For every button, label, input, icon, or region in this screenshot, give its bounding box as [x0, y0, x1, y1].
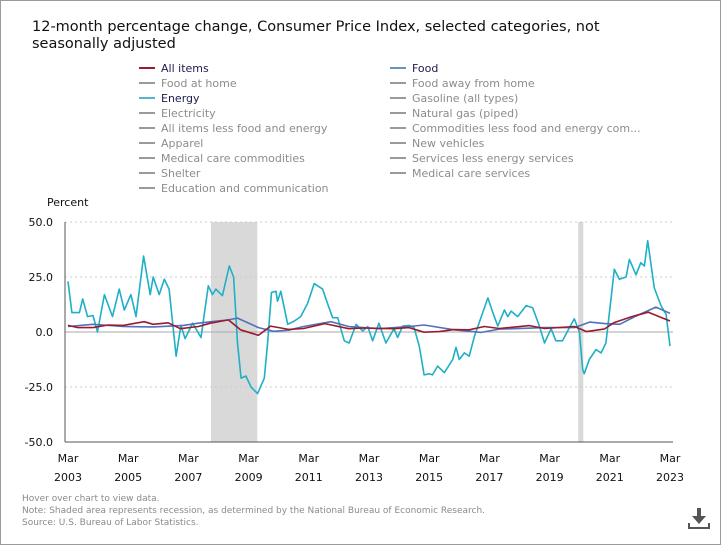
- legend-label: Shelter: [161, 167, 201, 180]
- x-tick-year: 2023: [656, 471, 684, 484]
- x-tick-year: 2007: [174, 471, 202, 484]
- x-tick-year: 2009: [235, 471, 263, 484]
- download-button[interactable]: [687, 506, 711, 530]
- x-tick-month: Mar: [178, 452, 199, 465]
- legend-label: Services less energy services: [412, 152, 574, 165]
- legend-label: Apparel: [161, 137, 204, 150]
- x-tick-year: 2003: [54, 471, 82, 484]
- legend-swatch: [139, 112, 155, 114]
- legend-swatch: [390, 82, 406, 84]
- legend-item[interactable]: Services less energy services: [390, 152, 574, 167]
- legend-label: Medical care commodities: [161, 152, 305, 165]
- legend-label: Energy: [161, 92, 200, 105]
- legend-label: Natural gas (piped): [412, 107, 519, 120]
- x-tick-month: Mar: [238, 452, 259, 465]
- legend-label: All items less food and energy: [161, 122, 328, 135]
- x-tick-year: 2005: [114, 471, 142, 484]
- legend-item[interactable]: All items: [139, 62, 209, 77]
- legend-swatch: [139, 187, 155, 189]
- y-tick-label: 50.0: [29, 216, 54, 229]
- legend-item[interactable]: Education and communication: [139, 182, 329, 197]
- legend-swatch: [139, 142, 155, 144]
- legend-item[interactable]: Food: [390, 62, 438, 77]
- legend-swatch: [390, 97, 406, 99]
- legend-label: Food away from home: [412, 77, 535, 90]
- y-axis-label: Percent: [47, 196, 89, 209]
- legend-label: Food at home: [161, 77, 237, 90]
- x-tick-month: Mar: [599, 452, 620, 465]
- legend-swatch: [139, 82, 155, 84]
- legend-item[interactable]: Commodities less food and energy com...: [390, 122, 641, 137]
- source-note: Source: U.S. Bureau of Labor Statistics.: [22, 518, 199, 528]
- series-line-all-items: [67, 311, 671, 337]
- legend-swatch: [390, 142, 406, 144]
- legend-swatch: [139, 97, 155, 99]
- hover-hint: Hover over chart to view data.: [22, 494, 160, 504]
- legend-swatch: [390, 127, 406, 129]
- x-tick-year: 2019: [536, 471, 564, 484]
- recession-note: Note: Shaded area represents recession, …: [22, 506, 486, 516]
- legend-item[interactable]: Shelter: [139, 167, 200, 182]
- x-tick-month: Mar: [479, 452, 500, 465]
- legend-item[interactable]: Electricity: [139, 107, 216, 122]
- legend-swatch: [390, 112, 406, 114]
- legend-swatch: [139, 172, 155, 174]
- legend-label: Medical care services: [412, 167, 531, 180]
- y-tick-label: 0.0: [36, 326, 54, 339]
- legend-item[interactable]: Gasoline (all types): [390, 92, 518, 107]
- legend-item[interactable]: Energy: [139, 92, 200, 107]
- legend-item[interactable]: New vehicles: [390, 137, 484, 152]
- legend-label: All items: [161, 62, 209, 75]
- x-tick-month: Mar: [58, 452, 79, 465]
- legend-item[interactable]: All items less food and energy: [139, 122, 327, 137]
- x-tick-month: Mar: [298, 452, 319, 465]
- legend-swatch: [139, 157, 155, 159]
- legend-label: Electricity: [161, 107, 216, 120]
- legend-label: Food: [412, 62, 439, 75]
- legend-item[interactable]: Apparel: [139, 137, 203, 152]
- y-tick-label: -50.0: [25, 436, 53, 449]
- legend-label: Education and communication: [161, 182, 329, 195]
- legend-swatch: [390, 157, 406, 159]
- x-tick-month: Mar: [419, 452, 440, 465]
- legend-swatch: [139, 127, 155, 129]
- y-tick-label: -25.0: [25, 381, 53, 394]
- series-line-energy: [67, 239, 671, 395]
- legend-item[interactable]: Natural gas (piped): [390, 107, 518, 122]
- x-tick-month: Mar: [539, 452, 560, 465]
- legend-label: New vehicles: [412, 137, 485, 150]
- x-tick-year: 2015: [415, 471, 443, 484]
- download-icon: [688, 508, 710, 529]
- chart-title: 12-month percentage change, Consumer Pri…: [32, 19, 600, 52]
- x-tick-year: 2021: [596, 471, 624, 484]
- legend-label: Gasoline (all types): [412, 92, 519, 105]
- y-tick-label: 25.0: [29, 271, 54, 284]
- legend-label: Commodities less food and energy com...: [412, 122, 641, 135]
- legend-item[interactable]: Medical care commodities: [139, 152, 305, 167]
- legend-swatch: [390, 172, 406, 174]
- legend-item[interactable]: Food away from home: [390, 77, 535, 92]
- x-tick-month: Mar: [660, 452, 681, 465]
- x-tick-year: 2017: [475, 471, 503, 484]
- x-tick-month: Mar: [118, 452, 139, 465]
- x-tick-year: 2013: [355, 471, 383, 484]
- x-tick-year: 2011: [295, 471, 323, 484]
- legend-swatch: [139, 67, 155, 69]
- legend-swatch: [390, 67, 406, 69]
- legend-item[interactable]: Medical care services: [390, 167, 530, 182]
- x-tick-month: Mar: [359, 452, 380, 465]
- legend-item[interactable]: Food at home: [139, 77, 237, 92]
